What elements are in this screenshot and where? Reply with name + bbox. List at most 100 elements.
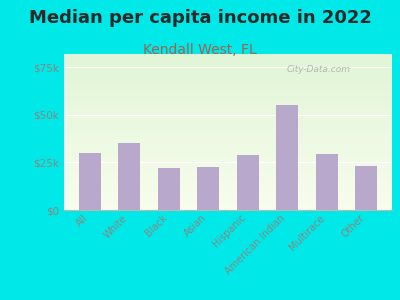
Bar	[64, 190, 392, 191]
Bar	[64, 56, 392, 57]
Bar	[64, 143, 392, 145]
Bar	[64, 163, 392, 165]
Bar	[64, 109, 392, 110]
Bar	[355, 166, 377, 210]
Bar	[316, 154, 338, 210]
Bar	[64, 124, 392, 126]
Bar	[64, 207, 392, 208]
Bar	[64, 129, 392, 130]
Bar	[64, 59, 392, 60]
Bar	[64, 152, 392, 154]
Bar	[64, 106, 392, 107]
Bar	[64, 168, 392, 170]
Bar	[64, 151, 392, 152]
Bar	[64, 202, 392, 204]
Bar	[64, 184, 392, 185]
Bar	[64, 155, 392, 157]
Bar	[64, 157, 392, 158]
Bar	[64, 137, 392, 138]
Bar	[64, 85, 392, 87]
Bar	[64, 82, 392, 84]
Bar	[64, 145, 392, 146]
Text: Median per capita income in 2022: Median per capita income in 2022	[28, 9, 372, 27]
Bar	[64, 188, 392, 190]
Bar	[64, 102, 392, 104]
Bar	[197, 167, 219, 210]
Bar	[64, 204, 392, 205]
Bar	[64, 158, 392, 160]
Bar	[64, 62, 392, 63]
Bar	[64, 87, 392, 88]
Bar	[64, 146, 392, 148]
Bar	[64, 107, 392, 109]
Bar	[64, 113, 392, 115]
Bar	[64, 73, 392, 74]
Bar	[64, 148, 392, 149]
Bar	[64, 169, 392, 171]
Bar	[64, 123, 392, 124]
Bar	[64, 88, 392, 90]
Bar	[64, 177, 392, 179]
Bar	[64, 205, 392, 207]
Bar	[64, 68, 392, 70]
Bar	[64, 110, 392, 112]
Text: Kendall West, FL: Kendall West, FL	[143, 44, 257, 58]
Bar	[64, 80, 392, 82]
Bar	[64, 135, 392, 137]
Bar	[64, 54, 392, 56]
Bar	[64, 140, 392, 141]
Bar	[64, 132, 392, 134]
Bar	[64, 115, 392, 116]
Bar	[64, 196, 392, 197]
Text: City-Data.com: City-Data.com	[287, 65, 351, 74]
Bar	[64, 98, 392, 99]
Bar	[64, 104, 392, 106]
Bar	[64, 99, 392, 101]
Bar	[64, 74, 392, 76]
Bar	[158, 168, 180, 210]
Bar	[64, 193, 392, 194]
Bar	[64, 180, 392, 182]
Bar	[64, 112, 392, 113]
Bar	[64, 71, 392, 73]
Bar	[64, 90, 392, 92]
Bar	[64, 84, 392, 85]
Bar	[64, 63, 392, 65]
Bar	[64, 60, 392, 62]
Bar	[64, 185, 392, 187]
Bar	[64, 154, 392, 155]
Bar	[64, 191, 392, 193]
Bar	[64, 197, 392, 199]
Bar	[64, 126, 392, 127]
Bar	[64, 208, 392, 210]
Bar	[64, 172, 392, 174]
Bar	[64, 176, 392, 177]
Bar	[64, 201, 392, 202]
Bar	[64, 101, 392, 102]
Bar	[64, 77, 392, 79]
Bar	[64, 187, 392, 188]
Bar	[64, 160, 392, 162]
Bar	[64, 171, 392, 172]
Bar	[64, 199, 392, 201]
Bar	[64, 116, 392, 118]
Bar	[64, 182, 392, 184]
Bar	[64, 127, 392, 129]
Bar	[64, 179, 392, 180]
Bar	[79, 153, 101, 210]
Bar	[237, 155, 259, 210]
Bar	[64, 166, 392, 168]
Bar	[64, 118, 392, 119]
Bar	[64, 67, 392, 68]
Bar	[64, 174, 392, 176]
Bar	[64, 70, 392, 71]
Bar	[64, 141, 392, 143]
Bar	[64, 149, 392, 151]
Bar	[118, 143, 140, 210]
Bar	[64, 76, 392, 77]
Bar	[64, 96, 392, 98]
Bar	[64, 92, 392, 93]
Bar	[64, 119, 392, 121]
Bar	[64, 138, 392, 140]
Bar	[276, 105, 298, 210]
